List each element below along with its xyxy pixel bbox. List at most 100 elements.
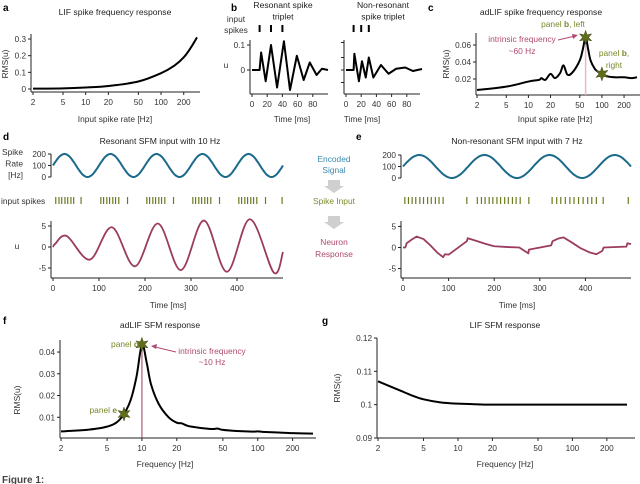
pipeline-spike-input: Spike Input — [313, 196, 356, 206]
annotation-bold: e — [112, 405, 117, 415]
y-tick-label: 0.04 — [455, 58, 471, 67]
y-tick-label: -5 — [389, 265, 397, 274]
x-tick-label: 20 — [488, 444, 498, 453]
y-tick-label: 0 — [391, 174, 396, 183]
response-curve — [377, 380, 627, 406]
x-tick-label: 50 — [533, 444, 543, 453]
chart-a: a LIF spike frequency response 2 5 10 20 50 100… — [0, 3, 200, 124]
down-arrow-icon — [324, 180, 344, 193]
x-tick-label: 20 — [104, 98, 114, 107]
chart-c: c adLIF spike frequency response 2 5 10 20 50 1… — [428, 3, 640, 124]
panel-label: c — [428, 3, 434, 14]
x-tick-label: 50 — [134, 98, 144, 107]
y-tick-label: 0.11 — [357, 367, 373, 376]
arrow-head-icon — [151, 344, 157, 349]
star-marker-icon — [595, 66, 609, 82]
y-tick-label: 0 — [41, 243, 46, 252]
x-tick-label: 40 — [278, 100, 288, 109]
y-tick-label: 0.01 — [39, 413, 55, 422]
y-tick-label: 0.12 — [356, 334, 372, 343]
x-tick-label: 100 — [442, 284, 456, 293]
y-axis-label: RMS(u) — [332, 373, 342, 402]
annotation-bold: d — [134, 339, 139, 349]
x-tick-label: 0 — [250, 100, 255, 109]
x-tick-label: 100 — [595, 101, 609, 110]
y-tick-label: 0.09 — [356, 434, 372, 443]
y-tick-label: 0.03 — [39, 370, 55, 379]
down-arrow-icon — [324, 216, 344, 229]
signal-y-label: Spike — [2, 147, 23, 157]
annotation-arrow — [154, 346, 177, 353]
chart-title: triplet — [272, 12, 294, 22]
x-tick-label: 10 — [137, 444, 147, 453]
y-tick-label: 100 — [382, 163, 396, 172]
neuron-response-curve — [403, 235, 632, 259]
x-tick-label: 400 — [230, 284, 244, 293]
star-marker-icon — [578, 29, 593, 46]
y-tick-label: 0.1 — [361, 401, 373, 410]
x-tick-label: 80 — [308, 100, 318, 109]
y-axis-label: RMS(u) — [0, 49, 10, 78]
encoded-signal-curve — [52, 153, 284, 178]
y-tick-label: 0 — [41, 173, 46, 182]
panel-label: a — [3, 3, 9, 14]
y-tick-label: 0.3 — [15, 35, 27, 44]
annotation-prefix: panel — [111, 339, 134, 349]
x-tick-label: 50 — [218, 444, 228, 453]
annotation-suffix: , — [627, 48, 629, 58]
x-axis-label: Frequency [Hz] — [137, 459, 194, 469]
panel-b-left-annotation: panel b, left — [541, 19, 585, 29]
y-tick-label: 0 — [240, 66, 245, 75]
chart-b-left: b Resonant spike triplet 0 20 40 60 80 Time [ms]… — [224, 0, 329, 124]
chart-b-right: Non-resonant spike triplet 0 20 40 60 80 Time [… — [341, 0, 423, 124]
panel-label: g — [322, 316, 328, 327]
x-tick-label: 40 — [372, 100, 382, 109]
x-tick-label: 20 — [172, 444, 182, 453]
panel-label: f — [3, 316, 7, 327]
y-tick-label: -5 — [39, 264, 47, 273]
x-tick-label: 0 — [401, 284, 406, 293]
x-tick-label: 5 — [61, 98, 66, 107]
y-tick-label: 0.06 — [455, 41, 471, 50]
annotation-arrow — [557, 35, 576, 41]
input-spikes-label: spikes — [224, 25, 248, 35]
intrinsic-frequency-annotation: ~60 Hz — [509, 46, 536, 56]
x-tick-label: 5 — [421, 444, 426, 453]
y-axis-label: u — [15, 241, 20, 251]
annotation-bold: b — [622, 48, 627, 58]
x-tick-label: 100 — [92, 284, 106, 293]
chart-title: Non-resonant SFM input with 7 Hz — [451, 136, 582, 146]
x-tick-label: 0 — [51, 284, 56, 293]
panel-b-right-annotation: panel b, — [599, 48, 629, 58]
x-axis-label: Time [ms] — [150, 300, 186, 310]
pipeline-response-line2: Response — [315, 249, 353, 259]
x-tick-label: 200 — [617, 101, 631, 110]
annotation-prefix: panel — [90, 405, 113, 415]
x-tick-label: 100 — [154, 98, 168, 107]
x-tick-label: 2 — [475, 101, 480, 110]
x-tick-label: 20 — [263, 100, 273, 109]
y-tick-label: 0 — [21, 85, 26, 94]
x-tick-label: 200 — [487, 284, 501, 293]
x-tick-label: 0 — [344, 100, 349, 109]
annotation-bold: b — [564, 19, 569, 29]
intrinsic-frequency-annotation: ~10 Hz — [199, 357, 226, 367]
chart-f: f adLIF SFM response 2 5 10 20 50 100 200 Frequen… — [3, 316, 316, 469]
annotation-suffix: , left — [569, 19, 585, 29]
encoded-signal-curve — [402, 154, 632, 179]
panel-label: e — [356, 132, 362, 143]
panel-label: d — [3, 132, 9, 143]
y-tick-label: 200 — [32, 150, 46, 159]
chart-d: d Resonant SFM input with 10 Hz 0 100 200 300… — [1, 132, 284, 310]
y-tick-label: 0 — [391, 244, 396, 253]
x-axis-label: Input spike rate [Hz] — [78, 114, 152, 124]
pipeline-encoded-line1: Encoded — [317, 154, 350, 164]
intrinsic-frequency-annotation: intrinsic frequency — [178, 346, 246, 356]
response-curve — [252, 40, 329, 91]
input-spikes-label: input spikes — [1, 196, 45, 206]
y-tick-label: 0.1 — [234, 41, 246, 50]
x-tick-label: 10 — [81, 98, 91, 107]
x-tick-label: 200 — [286, 444, 300, 453]
response-curve — [60, 343, 314, 435]
